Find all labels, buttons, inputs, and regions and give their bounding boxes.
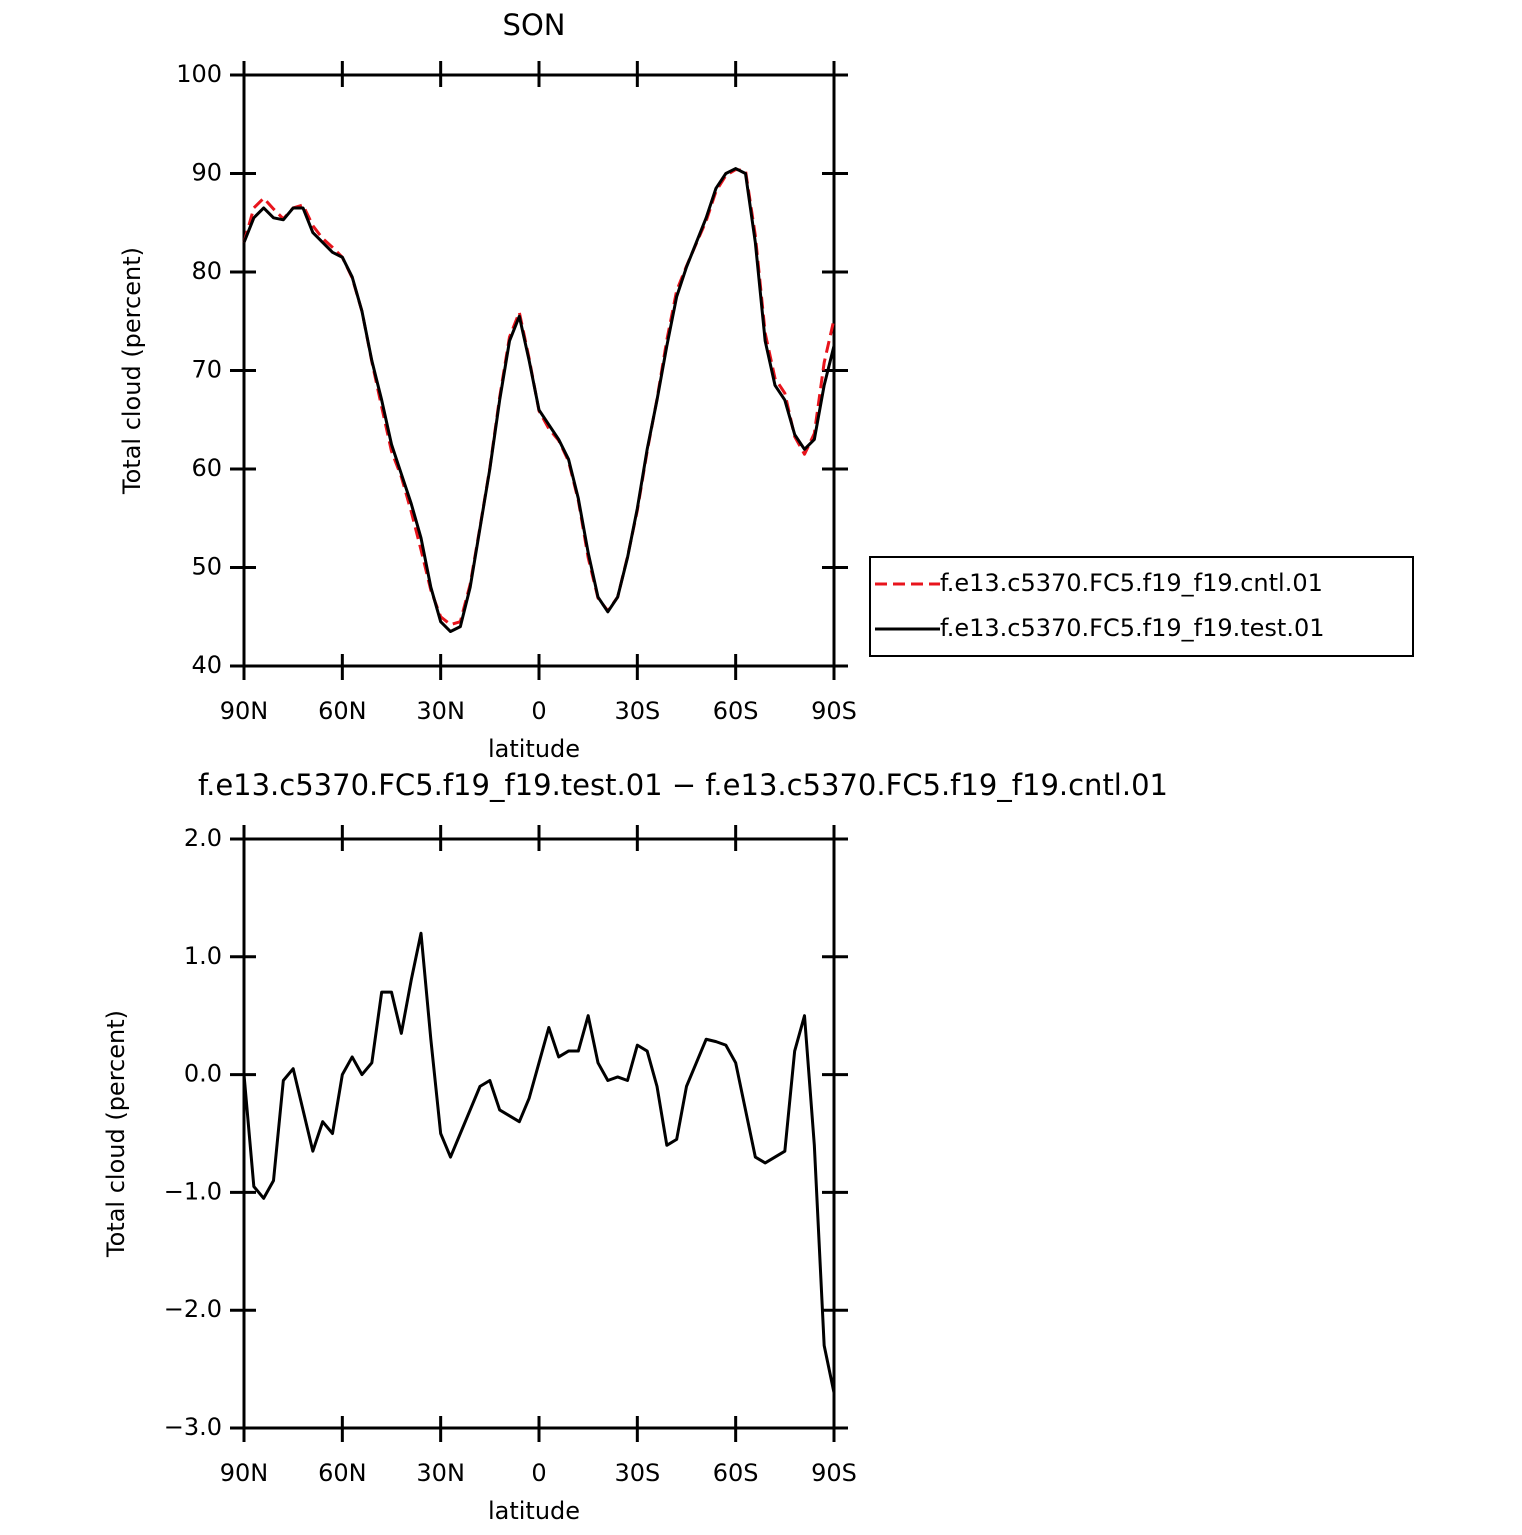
x-tick-label: 60N	[318, 1459, 367, 1487]
y-tick-label: −3.0	[164, 1413, 222, 1441]
y-tick-label: 2.0	[184, 824, 222, 852]
legend-box	[869, 556, 1414, 657]
plot-frame	[242, 73, 836, 668]
y-tick-label: 70	[191, 356, 222, 384]
x-tick-label: 90S	[811, 1459, 857, 1487]
y-tick-label: 80	[191, 257, 222, 285]
x-tick-label: 30N	[416, 697, 465, 725]
x-tick-label: 30S	[614, 1459, 660, 1487]
x-axis-label: latitude	[488, 735, 580, 763]
y-tick-label: 0.0	[184, 1060, 222, 1088]
legend-label: f.e13.c5370.FC5.f19_f19.test.01	[940, 614, 1325, 642]
x-tick-label: 30N	[416, 1459, 465, 1487]
data-line	[242, 168, 836, 627]
x-tick-label: 60S	[713, 697, 759, 725]
x-tick-label: 0	[531, 697, 546, 725]
x-tick-label: 90S	[811, 697, 857, 725]
y-tick-label: 40	[191, 651, 222, 679]
x-tick-label: 0	[531, 1459, 546, 1487]
y-tick-label: 90	[191, 159, 222, 187]
x-tick-label: 90N	[220, 697, 269, 725]
x-axis-label: latitude	[488, 1497, 580, 1525]
x-tick-label: 90N	[220, 1459, 269, 1487]
x-tick-label: 60N	[318, 697, 367, 725]
y-tick-label: −2.0	[164, 1295, 222, 1323]
data-line	[242, 931, 836, 1393]
data-line	[242, 167, 836, 634]
y-tick-label: 1.0	[184, 942, 222, 970]
chart-title: f.e13.c5370.FC5.f19_f19.test.01 − f.e13.…	[198, 768, 1168, 802]
x-tick-label: 60S	[713, 1459, 759, 1487]
y-tick-label: 100	[176, 60, 222, 88]
y-axis-label: Total cloud (percent)	[102, 1010, 130, 1258]
y-axis-label: Total cloud (percent)	[118, 247, 146, 495]
x-tick-label: 30S	[614, 697, 660, 725]
y-tick-label: 60	[191, 454, 222, 482]
y-tick-label: 50	[191, 553, 222, 581]
chart-title: SON	[503, 8, 566, 42]
legend-label: f.e13.c5370.FC5.f19_f19.cntl.01	[940, 569, 1323, 597]
y-tick-label: −1.0	[164, 1177, 222, 1205]
